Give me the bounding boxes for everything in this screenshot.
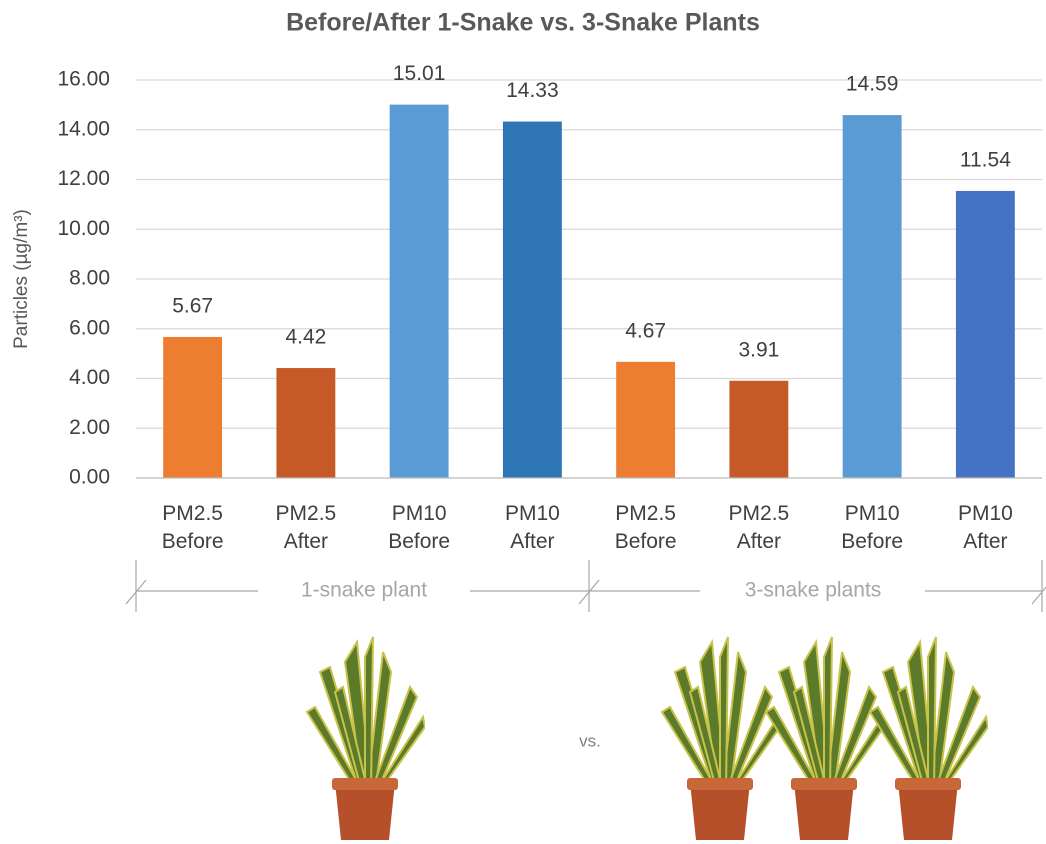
- data-label: 14.33: [506, 79, 559, 102]
- x-tick-label: PM2.5 Before: [606, 500, 686, 556]
- y-tick-label: 0.00: [69, 466, 110, 489]
- x-tick-label: PM10 Before: [832, 500, 912, 556]
- bar: [843, 115, 902, 478]
- x-tick-label: PM2.5 After: [266, 500, 346, 556]
- bar: [729, 381, 788, 478]
- x-tick-label: PM2.5 After: [719, 500, 799, 556]
- y-tick-label: 6.00: [69, 316, 110, 339]
- chart: Before/After 1-Snake vs. 3-Snake Plants …: [0, 0, 1046, 844]
- x-tick-label: PM10 After: [945, 500, 1025, 556]
- y-tick-label: 16.00: [57, 68, 110, 91]
- plant-image: [662, 637, 780, 840]
- group-brackets: [126, 560, 1046, 612]
- y-axis-label: Particles (µg/m³): [11, 209, 32, 349]
- data-label: 4.67: [625, 319, 666, 342]
- group-label: 3-snake plants: [745, 579, 882, 602]
- bar: [956, 191, 1015, 478]
- x-tick-label: PM10 Before: [379, 500, 459, 556]
- data-label: 15.01: [393, 62, 446, 85]
- bar: [503, 122, 562, 478]
- data-label: 4.42: [285, 326, 326, 349]
- data-label: 3.91: [738, 338, 779, 361]
- y-tick-label: 10.00: [57, 217, 110, 240]
- y-tick-label: 14.00: [57, 117, 110, 140]
- bar: [616, 362, 675, 478]
- plant-image: [870, 637, 988, 840]
- y-tick-label: 8.00: [69, 267, 110, 290]
- data-label: 11.54: [960, 148, 1011, 171]
- y-tick-label: 4.00: [69, 366, 110, 389]
- bar: [163, 337, 222, 478]
- group-label: 1-snake plant: [301, 579, 427, 602]
- page: Before/After 1-Snake vs. 3-Snake Plants …: [0, 0, 1046, 844]
- chart-title: Before/After 1-Snake vs. 3-Snake Plants: [286, 9, 760, 37]
- x-tick-label: PM2.5 Before: [153, 500, 233, 556]
- data-label: 14.59: [846, 73, 899, 96]
- y-tick-label: 12.00: [57, 167, 110, 190]
- comparison-label: vs.: [579, 731, 601, 750]
- y-tick-label: 2.00: [69, 416, 110, 439]
- plant-image: [766, 637, 884, 840]
- data-label: 5.67: [172, 295, 213, 318]
- x-tick-label: PM10 After: [492, 500, 572, 556]
- plant-image: [307, 637, 425, 840]
- bar: [390, 105, 449, 478]
- bar: [276, 368, 335, 478]
